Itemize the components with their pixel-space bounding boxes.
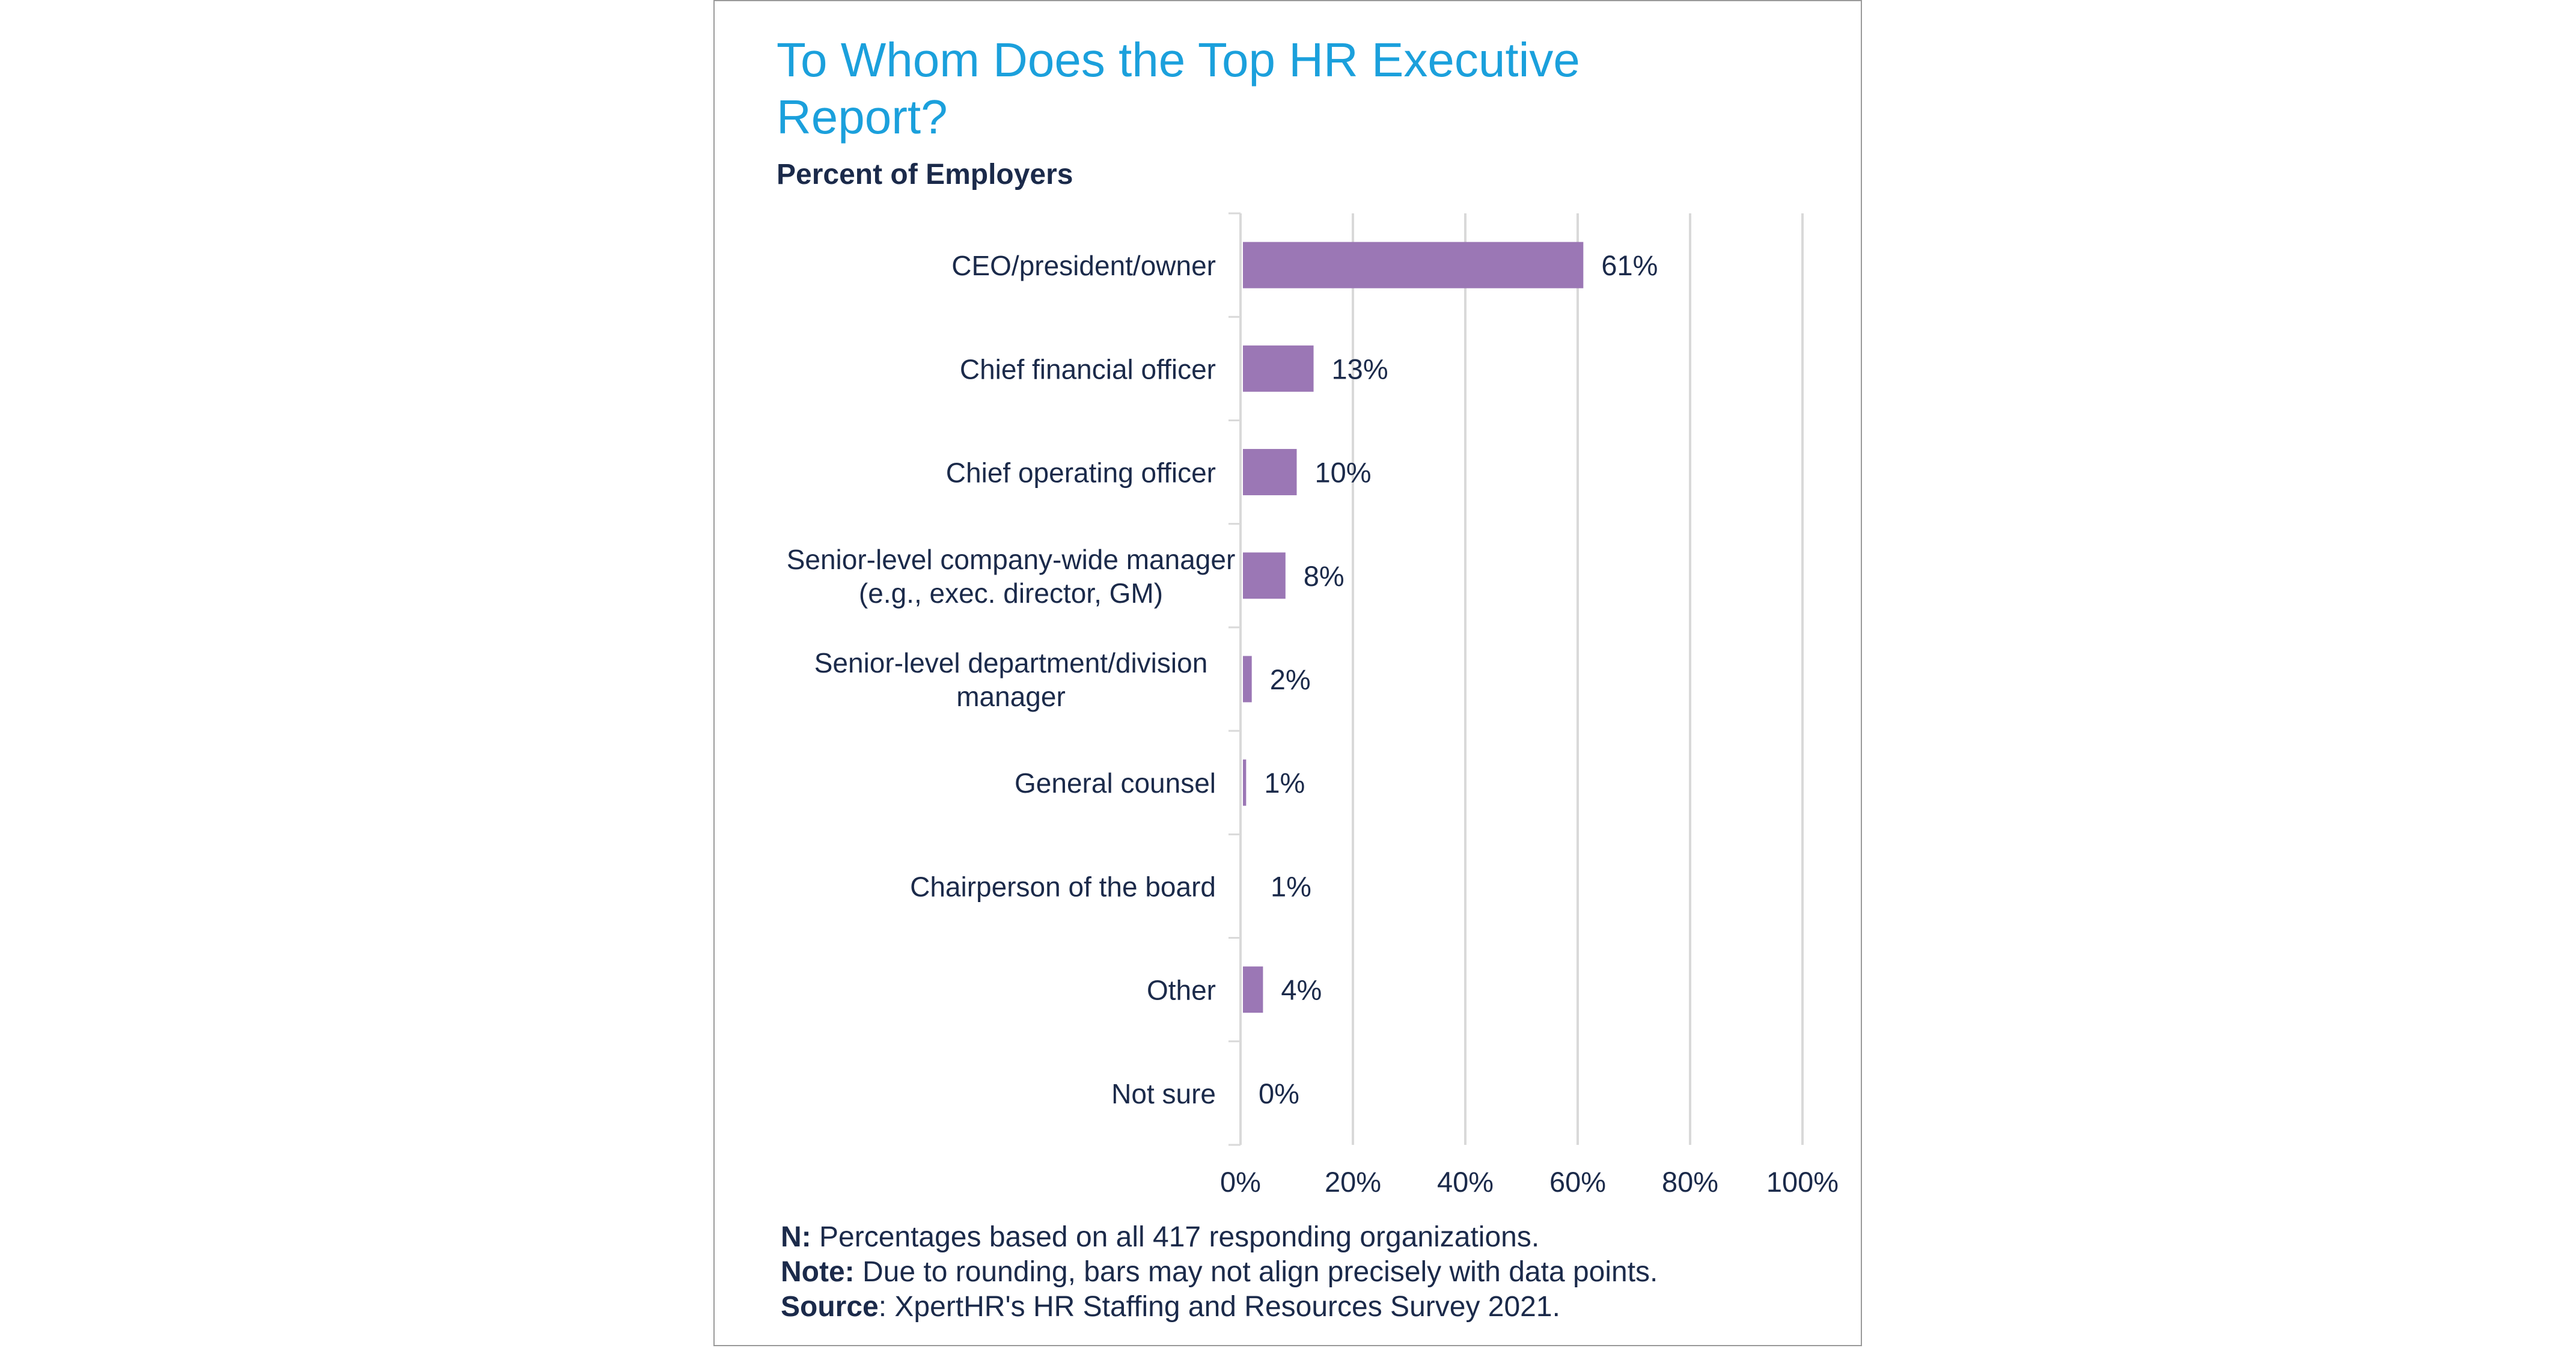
bar — [1243, 656, 1252, 703]
note-n: N: Percentages based on all 417 respondi… — [781, 1221, 1540, 1253]
category-label: (e.g., exec. director, GM) — [859, 578, 1163, 609]
category-label: Other — [1147, 975, 1216, 1006]
footnotes: N: Percentages based on all 417 respondi… — [781, 1220, 1658, 1325]
x-tick-label: 20% — [1325, 1166, 1381, 1198]
data-label: 2% — [1270, 663, 1311, 695]
note-rounding: Note: Due to rounding, bars may not alig… — [781, 1256, 1658, 1288]
x-tick-label: 100% — [1766, 1166, 1839, 1198]
note-source: Source: XpertHR's HR Staffing and Resour… — [781, 1291, 1560, 1323]
bar — [1243, 449, 1297, 496]
bar — [1243, 242, 1584, 288]
category-label: General counsel — [1015, 767, 1216, 799]
data-label: 4% — [1281, 974, 1322, 1006]
data-label: 1% — [1271, 870, 1311, 902]
chart-frame — [713, 0, 1862, 1346]
bar — [1243, 759, 1247, 806]
data-label: 13% — [1332, 353, 1388, 385]
bar — [1243, 345, 1314, 392]
category-label: manager — [956, 681, 1066, 712]
data-label: 10% — [1315, 457, 1372, 489]
category-label: Not sure — [1111, 1078, 1216, 1109]
chart-subtitle: Percent of Employers — [777, 159, 1073, 191]
data-label: 8% — [1304, 560, 1344, 592]
category-label: Chief operating officer — [946, 457, 1216, 489]
bar — [1243, 552, 1286, 599]
data-label: 61% — [1601, 249, 1658, 281]
x-tick-label: 0% — [1220, 1166, 1261, 1198]
x-tick-label: 80% — [1662, 1166, 1718, 1198]
data-label: 1% — [1264, 767, 1305, 799]
chart-title: To Whom Does the Top HR Executive Report… — [777, 33, 1580, 144]
category-label: Senior-level company-wide manager — [787, 544, 1236, 575]
category-label: Chief financial officer — [960, 353, 1216, 385]
category-label: Senior-level department/division — [814, 647, 1208, 679]
x-tick-label: 40% — [1437, 1166, 1494, 1198]
bar — [1243, 966, 1263, 1013]
category-label: Chairperson of the board — [910, 871, 1216, 902]
category-label: CEO/president/owner — [951, 250, 1216, 281]
x-tick-label: 60% — [1549, 1166, 1606, 1198]
data-label: 0% — [1259, 1078, 1299, 1109]
